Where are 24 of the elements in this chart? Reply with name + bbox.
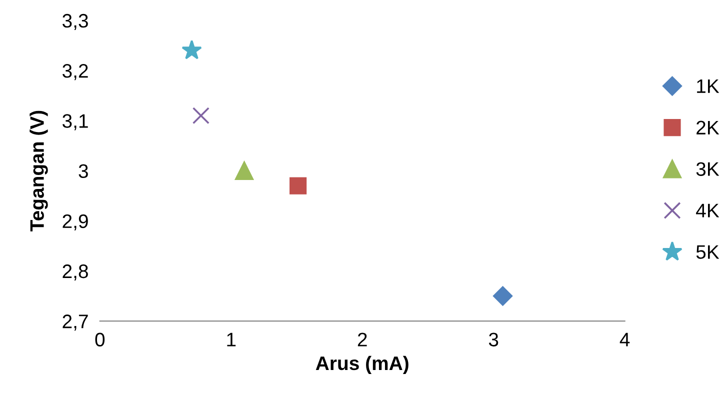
y-tick-label: 2,9 [62,214,88,230]
point [290,177,307,194]
x-axis-title: Arus (mA) [316,356,408,374]
point [493,286,513,306]
point [182,40,202,60]
legend-label: 5K [696,245,720,259]
legend-label: 1K [697,79,720,93]
legend-label: 3K [696,162,720,176]
y-tick-label: 2,7 [62,314,88,331]
x-tick-label: 0 [95,332,105,346]
legend-label: 4K [696,204,720,218]
x-tick-label: 1 [227,332,236,346]
y-tick-label: 3,3 [62,14,88,30]
y-tick-label: 3,1 [62,114,88,130]
point [192,107,210,124]
x-tick-label: 4 [620,332,630,346]
x-tick-label: 3 [488,332,498,346]
y-axis-title: Tegangan (V) [30,110,48,232]
y-tick-label: 2,8 [62,264,88,280]
legend-label: 2K [696,120,720,134]
x-tick-label: 2 [358,332,367,346]
y-tick-label: 3 [78,164,88,178]
point [235,162,254,180]
y-tick-label: 3,2 [62,64,88,80]
